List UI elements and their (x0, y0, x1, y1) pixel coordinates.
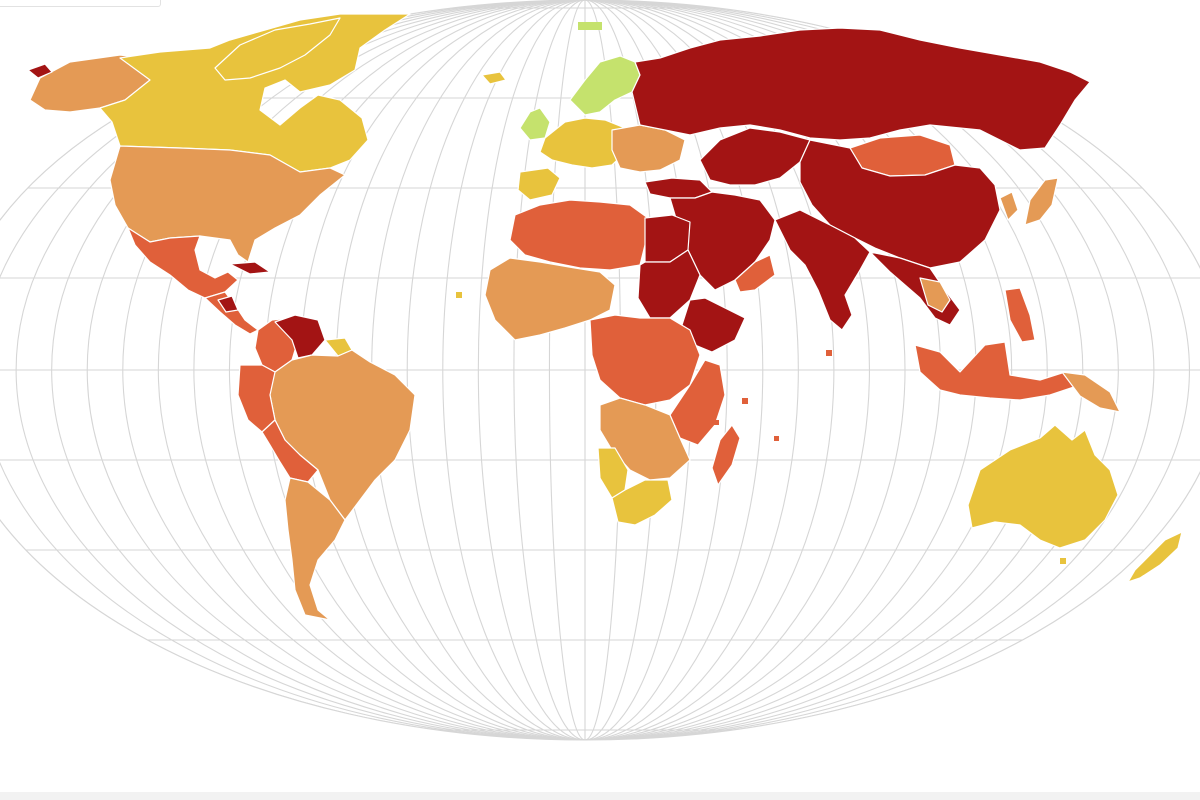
region-south-africa[interactable] (611, 479, 673, 526)
region-brazil[interactable] (261, 349, 416, 521)
region-central-africa[interactable] (589, 314, 701, 406)
region-west-africa[interactable] (484, 257, 616, 341)
region-iberia[interactable] (517, 167, 561, 201)
region-mexico[interactable] (127, 227, 239, 299)
region-sudan[interactable] (637, 249, 701, 319)
region-indochina-south[interactable] (919, 277, 951, 313)
island-marker[interactable] (714, 420, 719, 425)
region-nordics[interactable] (569, 55, 641, 116)
island-marker[interactable] (456, 292, 462, 298)
region-new-zealand[interactable] (1127, 531, 1183, 583)
region-uk-ireland[interactable] (519, 107, 551, 141)
region-japan[interactable] (1024, 177, 1059, 226)
island-marker[interactable] (1060, 558, 1066, 564)
region-southern-africa[interactable] (599, 397, 691, 481)
region-venezuela[interactable] (274, 314, 326, 359)
island-marker[interactable] (578, 22, 602, 30)
small-islands (456, 22, 1066, 564)
region-greenland[interactable] (214, 17, 341, 81)
countries-layer (27, 13, 1183, 621)
region-alaska-tip[interactable] (27, 63, 53, 79)
region-madagascar[interactable] (711, 424, 741, 486)
bottom-strip (0, 792, 1200, 800)
corner-tab (0, 0, 161, 7)
region-southern-cone[interactable] (284, 477, 346, 621)
region-peru[interactable] (237, 364, 276, 433)
region-central-asia[interactable] (699, 127, 811, 186)
region-north-africa[interactable] (509, 199, 649, 271)
region-russia[interactable] (631, 27, 1091, 151)
region-cuba[interactable] (229, 261, 271, 275)
region-korea[interactable] (999, 191, 1019, 221)
map-outline (0, 0, 1200, 741)
island-marker[interactable] (826, 350, 832, 356)
region-china[interactable] (799, 139, 1001, 269)
region-iceland[interactable] (481, 71, 507, 85)
region-nicaragua[interactable] (217, 295, 239, 313)
island-marker[interactable] (742, 398, 748, 404)
island-marker[interactable] (774, 436, 779, 441)
region-india[interactable] (774, 209, 871, 331)
region-oman-yemen[interactable] (734, 254, 776, 293)
region-papua-new-guinea[interactable] (1061, 371, 1121, 413)
region-philippines[interactable] (1004, 287, 1036, 343)
region-australia[interactable] (967, 424, 1119, 549)
